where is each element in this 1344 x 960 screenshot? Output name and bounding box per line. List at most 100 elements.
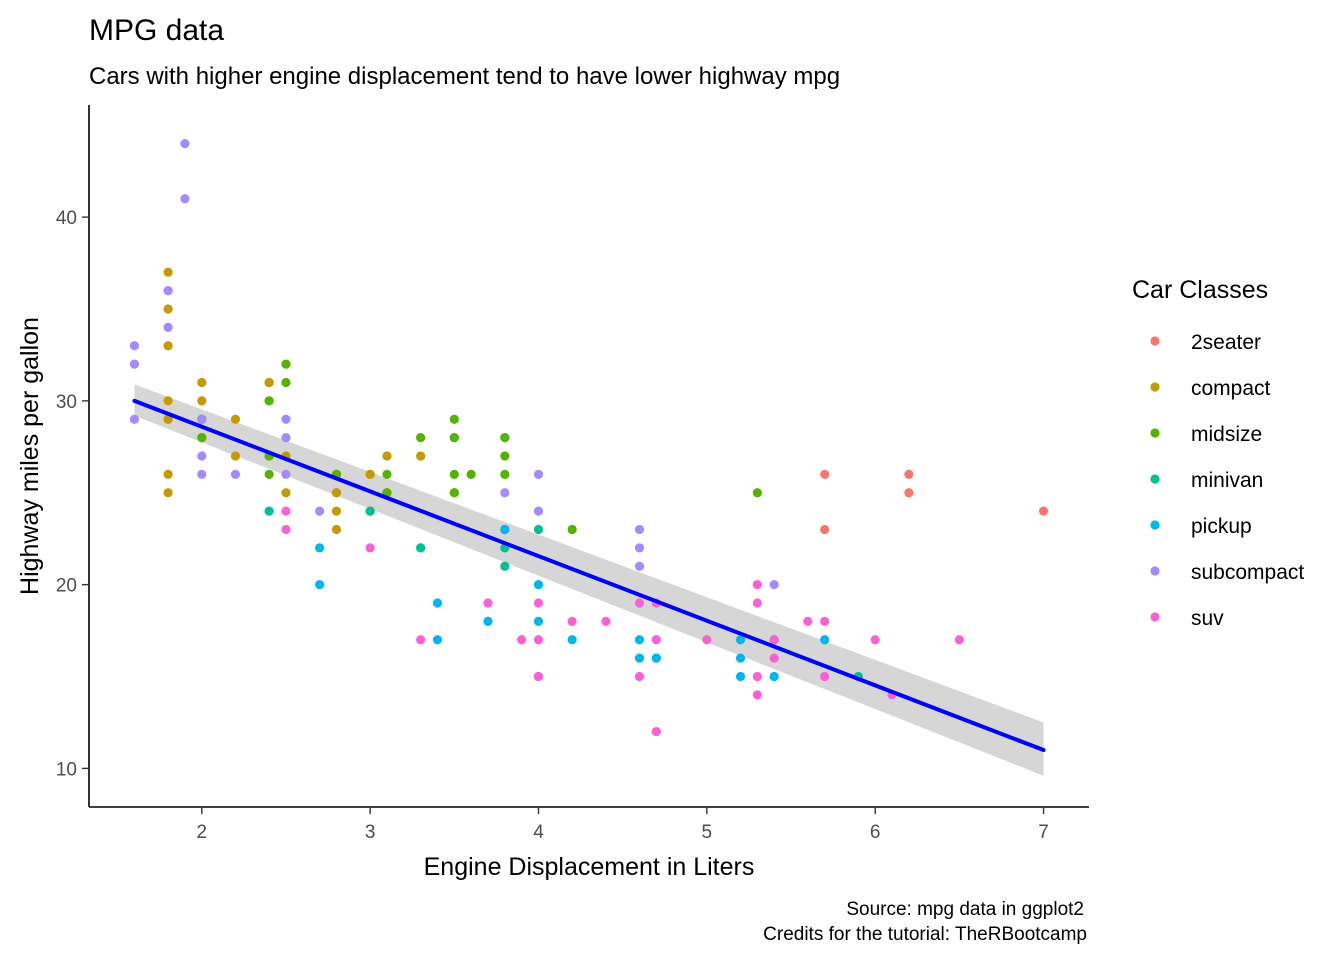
data-point — [180, 194, 190, 204]
data-point — [197, 451, 207, 461]
data-point — [702, 635, 712, 645]
legend-label: midsize — [1191, 423, 1262, 446]
data-point — [651, 727, 661, 737]
data-point — [634, 653, 645, 663]
data-point — [230, 414, 241, 424]
data-point — [331, 506, 342, 516]
data-point — [820, 616, 830, 626]
data-point — [500, 433, 510, 443]
data-point — [331, 488, 342, 498]
data-point — [533, 469, 544, 479]
legend-key — [1150, 428, 1160, 438]
caption-source: Source: mpg data in ggplot2 — [846, 899, 1084, 920]
legend-title: Car Classes — [1132, 276, 1268, 304]
data-point — [281, 377, 291, 388]
legend: 2seater compact midsize minivan pickup subcom… — [1150, 331, 1304, 630]
data-point — [281, 524, 291, 535]
data-point — [533, 524, 544, 535]
data-point — [449, 469, 459, 479]
data-point — [197, 433, 207, 443]
data-point — [264, 469, 274, 479]
x-tick-label: 5 — [702, 822, 713, 843]
trend-line — [132, 398, 1046, 753]
plot-area — [129, 138, 1049, 776]
data-point — [735, 653, 746, 663]
axis-ticks: 2 3 4 5 6 7 10 20 30 40 — [56, 208, 1049, 843]
chart-subtitle: Cars with higher engine displacement ten… — [89, 63, 840, 90]
data-point — [365, 469, 375, 479]
legend-item-minivan: minivan — [1150, 469, 1263, 492]
series-subcompact — [129, 138, 779, 590]
data-point — [567, 524, 577, 535]
legend-label: pickup — [1191, 515, 1252, 538]
x-tick-label: 3 — [365, 822, 376, 843]
data-point — [500, 488, 510, 498]
data-point — [820, 671, 830, 682]
data-point — [803, 616, 813, 626]
legend-label: suv — [1191, 607, 1224, 630]
data-point — [634, 635, 645, 645]
data-point — [500, 469, 510, 479]
data-point — [533, 506, 544, 516]
data-point — [533, 598, 544, 608]
data-point — [651, 635, 661, 645]
series-pickup — [315, 524, 830, 682]
data-point — [634, 524, 645, 535]
data-point — [163, 304, 173, 314]
confidence-band — [134, 384, 1044, 776]
legend-label: compact — [1191, 377, 1271, 400]
data-point — [601, 616, 611, 626]
data-point — [634, 543, 645, 553]
data-point — [163, 488, 173, 498]
legend-label: 2seater — [1191, 331, 1261, 354]
data-point — [449, 433, 459, 443]
data-point — [230, 451, 241, 461]
data-point — [382, 469, 392, 479]
data-point — [820, 635, 830, 645]
data-point — [197, 414, 207, 424]
data-point — [129, 414, 140, 424]
data-point — [197, 469, 207, 479]
data-point — [264, 506, 274, 516]
legend-key — [1150, 520, 1160, 530]
y-tick-label: 40 — [56, 208, 77, 229]
x-tick-label: 6 — [870, 822, 881, 843]
data-point — [634, 598, 645, 608]
data-point — [752, 690, 762, 700]
legend-key — [1150, 566, 1160, 576]
legend-key — [1150, 612, 1160, 622]
legend-label: minivan — [1191, 469, 1263, 492]
series-2seater — [820, 469, 1049, 535]
y-axis-title: Highway miles per gallon — [16, 317, 44, 595]
data-point — [752, 671, 762, 682]
data-point — [533, 580, 544, 590]
data-point — [163, 286, 173, 296]
y-tick-label: 30 — [56, 392, 77, 413]
data-point — [500, 451, 510, 461]
data-point — [281, 359, 291, 369]
data-point — [432, 598, 443, 608]
data-point — [634, 671, 645, 682]
data-point — [365, 543, 375, 553]
data-point — [365, 506, 375, 516]
data-point — [533, 616, 544, 626]
data-point — [264, 377, 274, 388]
data-point — [163, 469, 173, 479]
data-point — [567, 616, 577, 626]
data-point — [382, 451, 392, 461]
data-point — [500, 524, 510, 535]
x-tick-label: 7 — [1038, 822, 1049, 843]
data-point — [180, 138, 190, 149]
data-point — [483, 616, 493, 626]
data-point — [416, 543, 426, 553]
x-tick-label: 4 — [533, 822, 544, 843]
y-tick-label: 20 — [56, 576, 77, 597]
data-point — [533, 635, 544, 645]
legend-item-subcompact: subcompact — [1150, 561, 1304, 584]
legend-label: subcompact — [1191, 561, 1304, 584]
legend-key — [1150, 474, 1160, 484]
data-point — [197, 396, 207, 406]
data-point — [820, 469, 830, 479]
data-point — [315, 506, 325, 516]
data-point — [769, 653, 779, 663]
